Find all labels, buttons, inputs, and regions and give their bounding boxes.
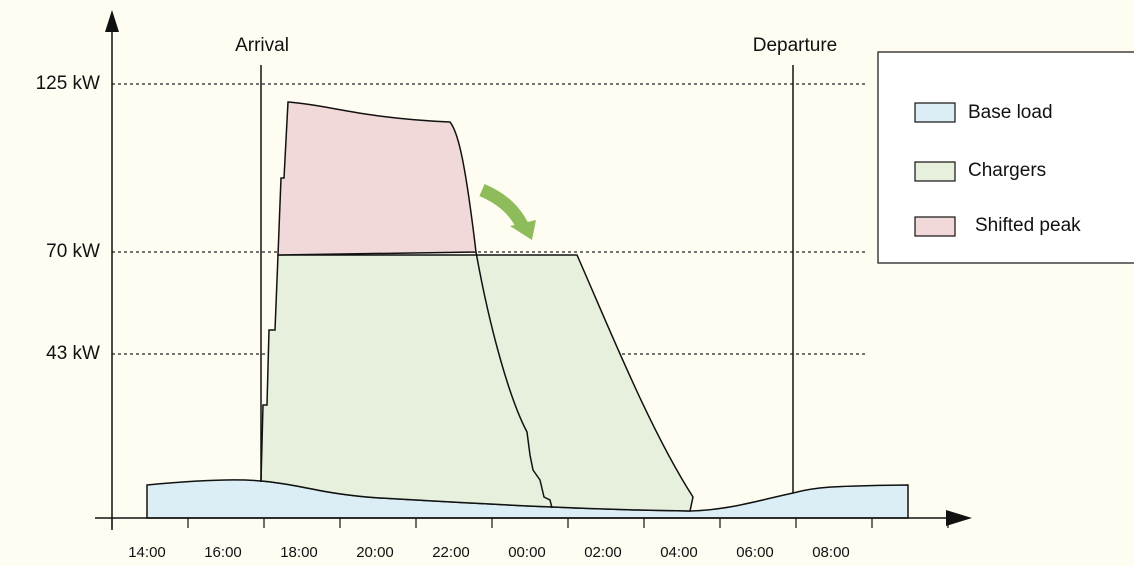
x-axis-arrow bbox=[946, 510, 972, 526]
chargers-area bbox=[260, 254, 694, 512]
legend-label: Base load bbox=[968, 102, 1053, 123]
departure-label: Departure bbox=[753, 35, 838, 56]
y-label: 43 kW bbox=[46, 343, 100, 364]
arrival-label: Arrival bbox=[235, 35, 289, 56]
y-label: 125 kW bbox=[36, 73, 100, 94]
original-curve bbox=[475, 251, 553, 509]
legend-label: Shifted peak bbox=[975, 215, 1081, 236]
legend-swatch bbox=[914, 216, 956, 237]
x-label: 00:00 bbox=[508, 544, 546, 561]
x-label: 14:00 bbox=[128, 544, 166, 561]
x-label: 22:00 bbox=[432, 544, 470, 561]
legend-swatch bbox=[914, 161, 956, 182]
legend-swatch bbox=[914, 102, 956, 123]
legend-label: Chargers bbox=[968, 160, 1046, 181]
x-ticks: 14:00 16:00 18:00 20:00 22:00 00:00 02:00 04:00… bbox=[111, 518, 949, 561]
x-label: 20:00 bbox=[356, 544, 394, 561]
x-label: 08:00 bbox=[812, 544, 850, 561]
x-label: 18:00 bbox=[280, 544, 318, 561]
y-label: 70 kW bbox=[46, 241, 100, 262]
x-label: 06:00 bbox=[736, 544, 774, 561]
shift-arrow bbox=[479, 184, 528, 229]
x-label: 02:00 bbox=[584, 544, 622, 561]
shift-arrow-head bbox=[510, 220, 536, 240]
x-label: 04:00 bbox=[660, 544, 698, 561]
y-axis-arrow bbox=[105, 10, 119, 32]
shifted-peak-area bbox=[277, 101, 477, 256]
x-label: 16:00 bbox=[204, 544, 242, 561]
